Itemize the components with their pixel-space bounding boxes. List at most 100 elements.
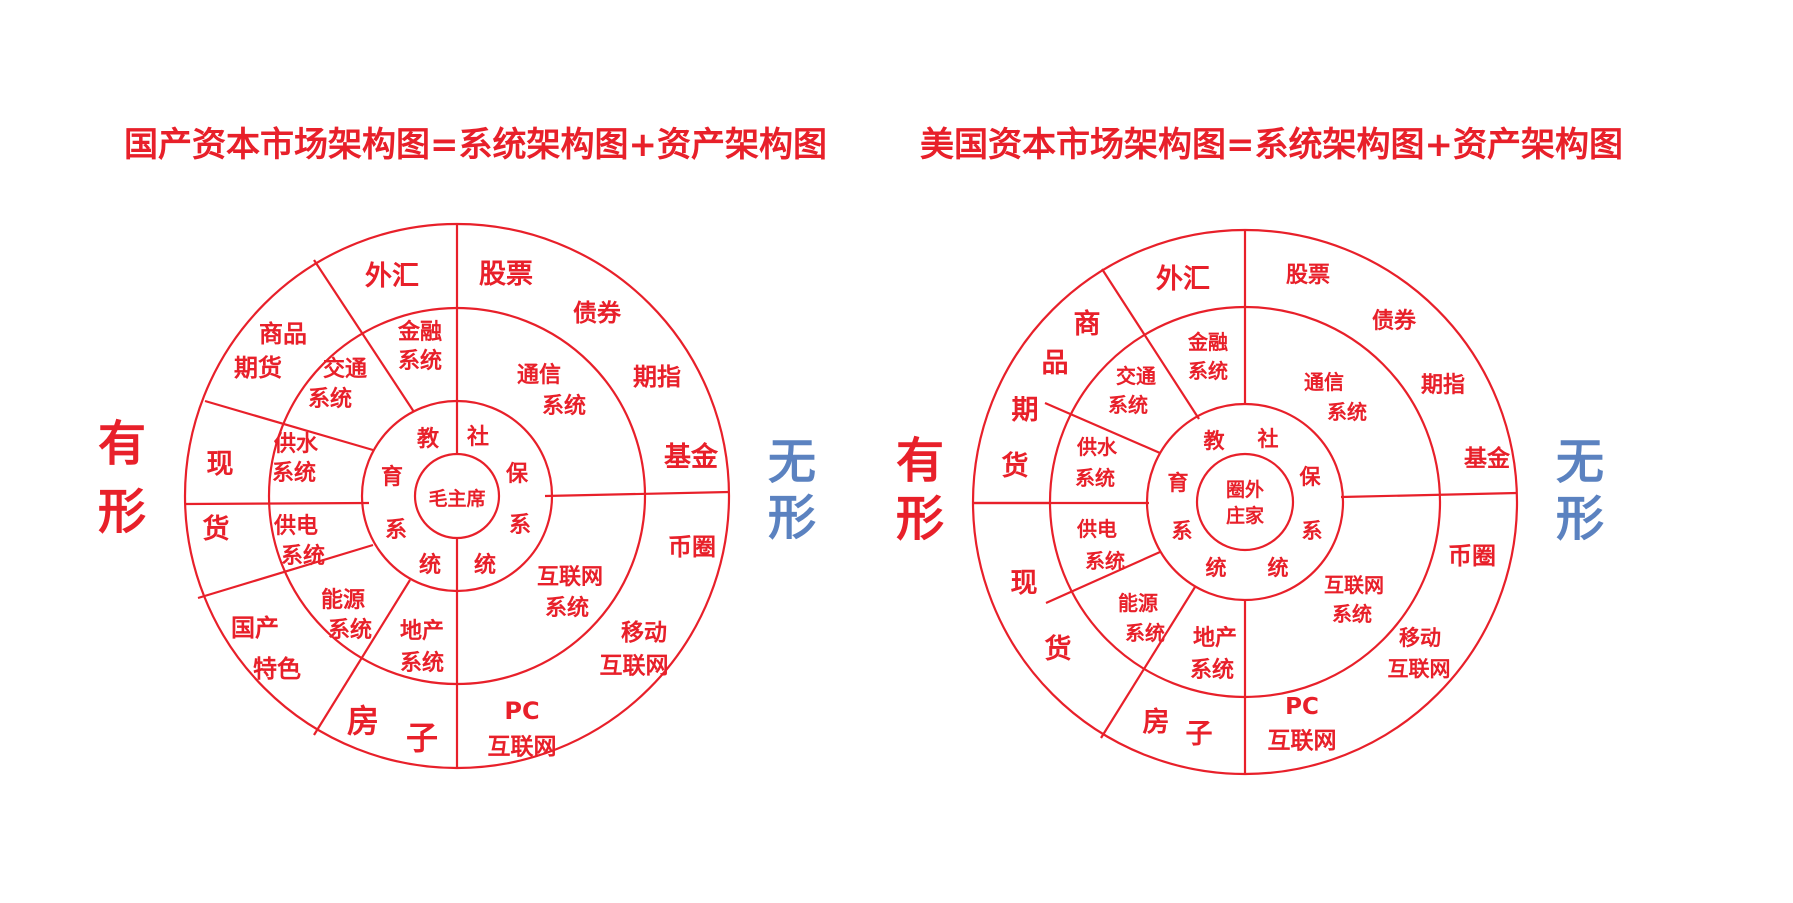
china-intangible-char-1: 无 [768, 434, 816, 490]
china-ring2-label: 系统 [398, 348, 442, 374]
usa-ring3-label: 基金 [1464, 445, 1511, 472]
china-ring3-label: 特色 [253, 655, 301, 683]
usa-ring2-label: 系统 [1190, 657, 1234, 683]
china-ring2-label: 供电 [273, 513, 318, 539]
usa-title: 美国资本市场架构图=系统架构图+资产架构图 [920, 125, 1623, 165]
china-ring2-label: 交通 [323, 356, 367, 382]
china-spokes [184, 224, 730, 768]
china-ring2-label: 系统 [545, 595, 589, 621]
usa-ring2-label: 系统 [1085, 549, 1125, 573]
usa-ring2-label: 互联网 [1324, 573, 1384, 597]
china-ring3-label: 房 [347, 702, 379, 740]
usa-intangible-char-2: 形 [1556, 491, 1604, 547]
usa-ring2-label: 地产 [1193, 626, 1237, 651]
china-ring3-label: 货 [203, 513, 230, 545]
usa-ring3-label: 外汇 [1156, 264, 1210, 295]
usa-ring3-label: 房 [1143, 707, 1170, 738]
china-ring2-label: 系统 [542, 393, 586, 419]
usa-ring2-label: 能源 [1118, 591, 1158, 615]
usa-ring3-label: 子 [1186, 719, 1213, 750]
usa-ring3-label: 币圈 [1448, 542, 1496, 570]
usa-tangible-char-2: 形 [896, 491, 944, 547]
china-ring3-label: 股票 [479, 259, 533, 290]
usa-ring2-label: 系统 [1332, 602, 1372, 626]
usa-ring2-label: 通信 [1304, 370, 1344, 394]
china-ring1-char: 系 [385, 518, 407, 543]
china-ring3-label: 子 [406, 719, 438, 757]
usa-ring1-char: 系 [1302, 519, 1323, 543]
china-ring2-label: 系统 [281, 543, 325, 569]
usa-ring3-label: 货 [1045, 633, 1072, 665]
usa-ring3-label: 股票 [1286, 263, 1330, 288]
china-ring3-label: 商品 [259, 320, 307, 348]
china-ring2-label: 通信 [517, 362, 561, 388]
usa-ring3-label: 品 [1042, 348, 1069, 379]
china-ring1-char: 统 [474, 552, 496, 578]
usa-ring1-char: 教 [1204, 429, 1226, 453]
usa-ring2-label: 系统 [1327, 400, 1367, 424]
china-title: 国产资本市场架构图=系统架构图+资产架构图 [124, 125, 827, 165]
usa-ring3-label: 移动 [1399, 626, 1441, 650]
china-ring3-label: 外汇 [365, 261, 419, 292]
usa-ring3-label: 互联网 [1268, 728, 1337, 754]
usa-ring2-label: 金融 [1187, 330, 1228, 354]
china-ring2-label: 能源 [321, 587, 365, 613]
china-ring3-label: 互联网 [488, 734, 557, 760]
china-tangible-char-2: 形 [98, 484, 146, 540]
china-ring2-label: 系统 [328, 617, 372, 643]
usa-ring1-char: 社 [1257, 427, 1279, 451]
china-ring1-char: 教 [417, 426, 440, 452]
usa-ring1-char: 保 [1299, 465, 1322, 489]
usa-ring3-label: 期 [1012, 395, 1039, 426]
usa-ring3-label: PC [1285, 694, 1319, 720]
usa-inner-ring [1145, 402, 1345, 602]
china-ring3-label: 国产 [231, 614, 279, 642]
china-center-label: 毛主席 [428, 487, 485, 510]
china-ring2-label: 系统 [400, 650, 444, 676]
china-ring3-label: 期货 [234, 354, 282, 382]
usa-center-label: 圈外 [1226, 478, 1264, 501]
china-ring2-label: 系统 [308, 386, 352, 412]
usa-ring2-label: 系统 [1188, 359, 1228, 383]
china-ring2-label: 地产 [400, 619, 444, 644]
china-ring1-char: 统 [419, 552, 441, 578]
china-tangible-char-1: 有 [98, 416, 146, 472]
usa-ring2-label: 系统 [1108, 393, 1148, 417]
china-ring3-label: 现 [207, 449, 234, 480]
usa-spokes [973, 230, 1518, 774]
china-ring1-char: 育 [381, 464, 403, 490]
china-ring1-char: 社 [467, 424, 489, 450]
usa-ring3-label: 现 [1011, 568, 1038, 599]
china-intangible-char-2: 形 [768, 490, 816, 546]
usa-ring2-label: 系统 [1075, 466, 1115, 490]
usa-ring3-label: 期指 [1421, 373, 1465, 398]
china-ring2-label: 金融 [397, 319, 442, 345]
usa-tangible-char-1: 有 [896, 433, 944, 489]
china-ring3-label: 基金 [664, 441, 719, 473]
usa-ring3-label: 债券 [1372, 308, 1417, 334]
china-ring2-label: 系统 [272, 460, 316, 486]
usa-ring2-label: 供电 [1076, 517, 1117, 541]
usa-ring2-label: 系统 [1125, 621, 1165, 645]
usa-ring2-label: 交通 [1116, 364, 1156, 388]
usa-ring1-char: 育 [1168, 471, 1189, 495]
usa-ring1-char: 统 [1206, 556, 1227, 580]
usa-ring2-label: 供水 [1076, 435, 1118, 459]
usa-center-ring [1195, 452, 1295, 552]
china-ring3-label: 债券 [573, 299, 622, 327]
china-ring3-label: 移动 [621, 620, 667, 646]
usa-ring1-char: 系 [1172, 519, 1193, 543]
china-ring3-label: 币圈 [668, 533, 716, 561]
usa-ring3-label: 商 [1074, 309, 1101, 340]
china-ring2-label: 供水 [273, 431, 319, 457]
china-ring2-label: 互联网 [537, 565, 603, 590]
usa-diagram: 美国资本市场架构图=系统架构图+资产架构图 有 形 无 形 圈外 庄家 教 社 … [896, 125, 1623, 776]
china-ring1-char: 系 [509, 513, 531, 538]
china-ring3-label: 期指 [633, 363, 681, 391]
usa-center-label: 庄家 [1226, 504, 1265, 527]
usa-intangible-char-1: 无 [1556, 434, 1604, 490]
china-ring1-char: 保 [505, 462, 529, 487]
usa-ring3-label: 互联网 [1388, 657, 1451, 681]
usa-ring1-char: 统 [1268, 556, 1289, 580]
